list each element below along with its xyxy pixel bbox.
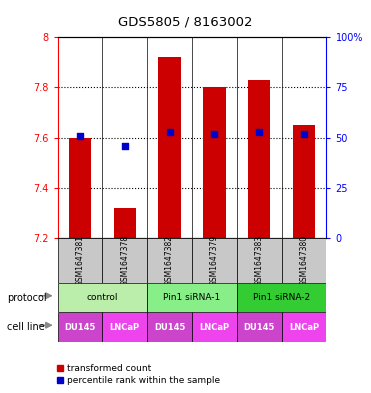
Text: GSM1647382: GSM1647382 (165, 235, 174, 286)
Bar (192, 312, 237, 342)
Point (301, 130, 307, 137)
Bar (147, 283, 237, 312)
Text: GSM1647381: GSM1647381 (75, 235, 85, 286)
Text: DU145: DU145 (64, 323, 96, 332)
Bar (237, 312, 282, 342)
Bar (282, 238, 326, 283)
Point (167, 129, 173, 135)
Bar (147, 238, 192, 283)
Bar (147, 312, 192, 342)
Point (211, 130, 217, 137)
Text: protocol: protocol (7, 293, 47, 303)
Bar (158, 57, 181, 238)
Bar (293, 125, 315, 238)
Point (122, 142, 128, 149)
Text: GDS5805 / 8163002: GDS5805 / 8163002 (118, 16, 253, 29)
Bar (192, 238, 237, 283)
Bar (114, 208, 136, 238)
Text: Pin1 siRNA-2: Pin1 siRNA-2 (253, 293, 310, 302)
Legend: transformed count, percentile rank within the sample: transformed count, percentile rank withi… (53, 360, 224, 389)
Bar (58, 283, 147, 312)
Text: LNCaP: LNCaP (110, 323, 140, 332)
Text: LNCaP: LNCaP (289, 323, 319, 332)
Bar (282, 312, 326, 342)
Text: control: control (86, 293, 118, 302)
Bar (237, 283, 326, 312)
Point (77, 132, 83, 139)
Text: GSM1647378: GSM1647378 (120, 235, 129, 286)
Text: GSM1647383: GSM1647383 (255, 235, 264, 286)
Bar (248, 80, 270, 238)
Bar (203, 87, 226, 238)
Text: Pin1 siRNA-1: Pin1 siRNA-1 (163, 293, 221, 302)
Text: LNCaP: LNCaP (199, 323, 230, 332)
Bar (58, 312, 102, 342)
Bar (237, 238, 282, 283)
Text: DU145: DU145 (154, 323, 185, 332)
Text: GSM1647380: GSM1647380 (299, 235, 309, 286)
Bar (69, 138, 91, 238)
Text: DU145: DU145 (243, 323, 275, 332)
Text: cell line: cell line (7, 322, 45, 332)
Bar (102, 312, 147, 342)
Point (256, 129, 262, 135)
Bar (58, 238, 102, 283)
Bar (102, 238, 147, 283)
Text: GSM1647379: GSM1647379 (210, 235, 219, 286)
